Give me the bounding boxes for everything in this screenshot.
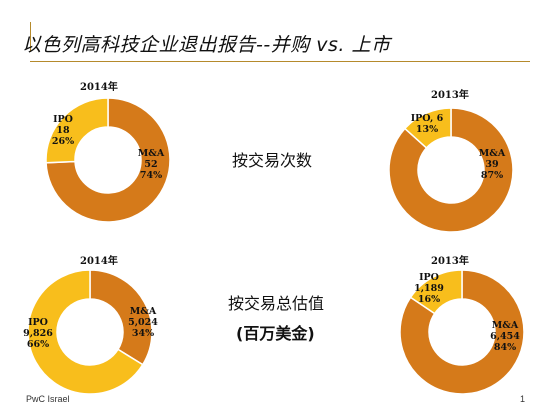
chart-2-year: 2013年 xyxy=(431,90,469,101)
page-number: 1 xyxy=(520,394,526,404)
label-by-value: 按交易总估值 xyxy=(228,294,325,313)
ipo-label-2013-value: IPO 1,189 16% xyxy=(414,272,444,305)
donut-2014-count xyxy=(45,97,171,223)
chart-4-year: 2013年 xyxy=(431,256,469,267)
ipo-label-2014-count: IPO 18 26% xyxy=(51,114,75,147)
slice-ma xyxy=(388,107,514,233)
chart-2013-value: IPO 1,189 16% M&A 6,454 84% xyxy=(392,262,532,402)
slice-ipo xyxy=(409,269,463,315)
donut-2013-count xyxy=(388,107,514,233)
slice-ma xyxy=(45,97,171,223)
slide-title: 以色列高科技企业退出报告--并购 vs. 上市 xyxy=(22,34,391,56)
slice-ipo xyxy=(403,107,452,149)
label-by-value-unit: (百万美金) xyxy=(236,324,315,343)
slice-ma xyxy=(399,269,525,395)
donut-2014-value xyxy=(27,269,153,395)
footer-source: PwC Israel xyxy=(26,394,70,404)
ma-label-2014-count: M&A 52 74% xyxy=(137,148,165,181)
title-accent-line xyxy=(30,22,31,52)
ma-label-2014-value: M&A 5,024 34% xyxy=(128,306,158,339)
chart-2013-count: IPO, 6 13% M&A 39 87% xyxy=(381,100,521,240)
chart-2014-value: IPO 9,826 66% M&A 5,024 34% xyxy=(20,262,160,402)
slice-ipo xyxy=(27,269,144,395)
donut-2013-value xyxy=(399,269,525,395)
ma-label-2013-count: M&A 39 87% xyxy=(478,148,506,181)
ma-label-2013-value: M&A 6,454 84% xyxy=(490,320,520,353)
chart-3-year: 2014年 xyxy=(80,256,118,267)
chart-1-year: 2014年 xyxy=(80,82,118,93)
slice-ipo xyxy=(45,97,109,164)
ipo-label-2014-value: IPO 9,826 66% xyxy=(23,317,53,350)
slice-ma xyxy=(89,269,153,366)
chart-2014-count: IPO 18 26% M&A 52 74% xyxy=(38,90,178,230)
label-by-count: 按交易次数 xyxy=(232,151,313,170)
ipo-label-2013-count: IPO, 6 13% xyxy=(410,113,444,135)
title-underline xyxy=(30,61,530,62)
